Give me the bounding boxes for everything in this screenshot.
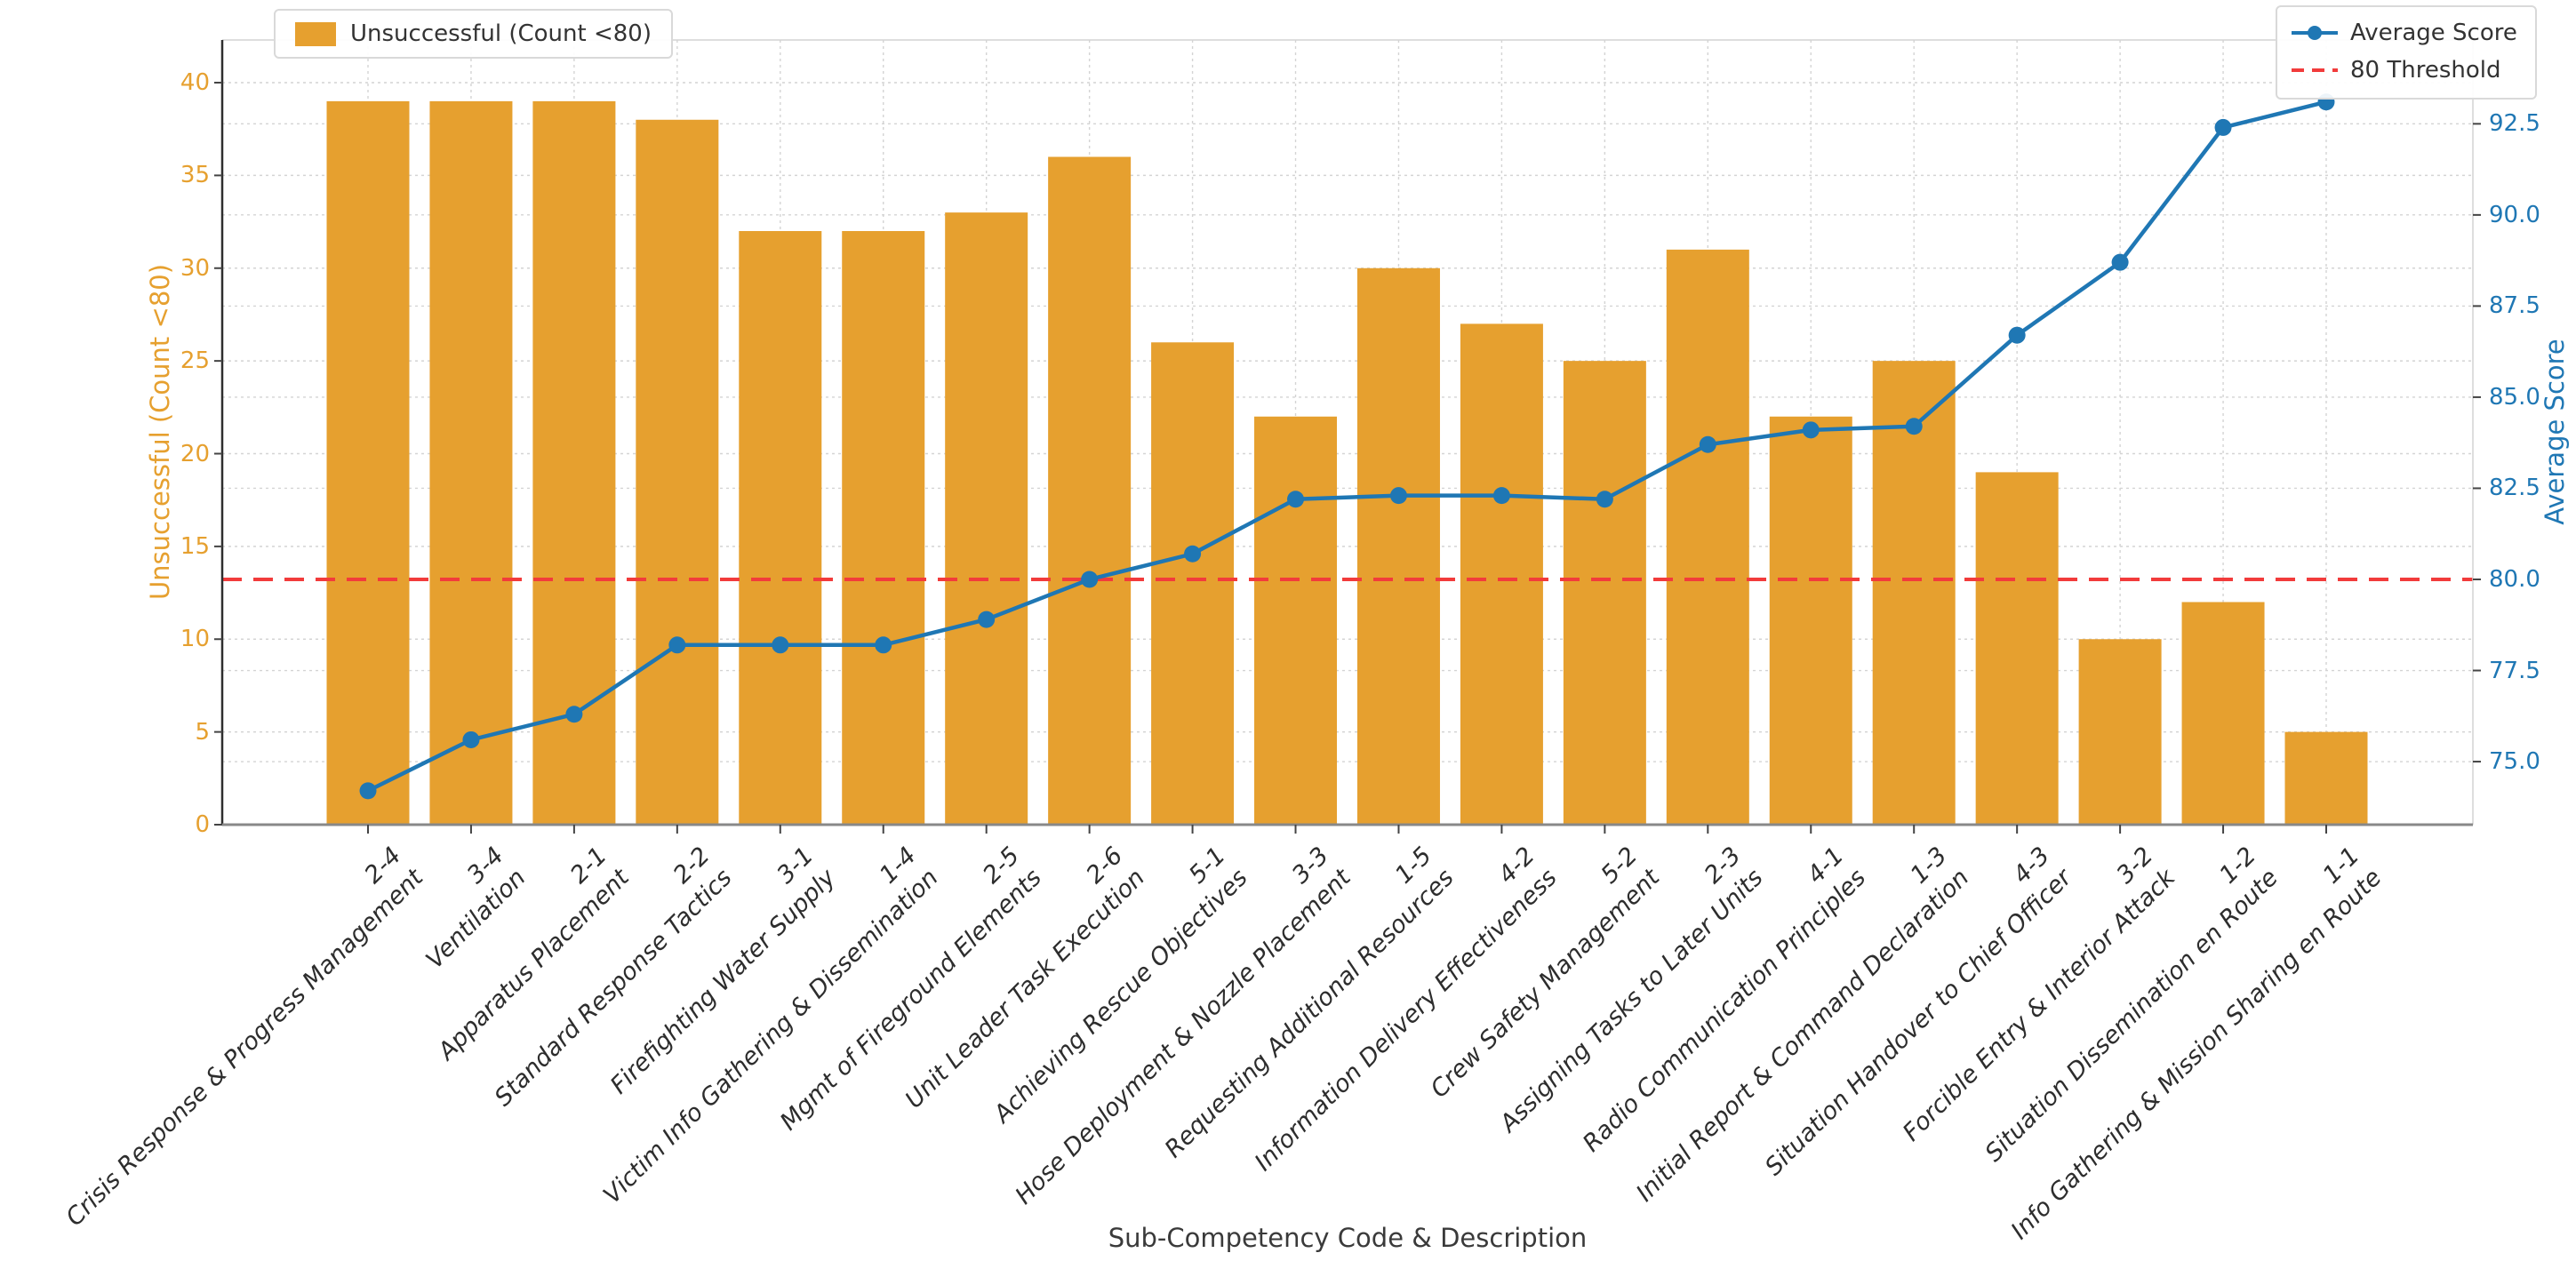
bar-4-2	[1460, 323, 1543, 826]
left-tick-label-40: 40	[180, 69, 210, 96]
legend-bars-label: Unsuccessful (Count <80)	[350, 20, 652, 47]
legend-threshold-label: 80 Threshold	[2350, 57, 2501, 84]
line-marker-4-1	[1802, 421, 1820, 439]
average-score-line	[367, 100, 2327, 793]
left-tick-label-25: 25	[180, 347, 210, 375]
legend-bars: Unsuccessful (Count <80)	[274, 9, 673, 59]
right-tick-label-77.5: 77.5	[2489, 657, 2540, 684]
line-marker-swatch	[2292, 26, 2338, 40]
left-tick-label-20: 20	[180, 440, 210, 467]
bar-3-4	[429, 100, 513, 825]
line-marker-1-4	[875, 636, 892, 654]
left-tick-label-15: 15	[180, 532, 210, 560]
left-tick-label-10: 10	[180, 626, 210, 653]
line-marker-3-4	[462, 730, 480, 748]
line-marker-2-6	[1081, 571, 1099, 588]
right-tick-label-85.0: 85.0	[2489, 383, 2540, 411]
line-marker-5-2	[1596, 491, 1613, 508]
legend-line: Average Score 80 Threshold	[2276, 5, 2537, 100]
bar-2-2	[636, 119, 719, 825]
line-marker-3-3	[1287, 491, 1305, 508]
bar-2-1	[532, 100, 616, 825]
bar-4-3	[1975, 472, 2059, 825]
left-tick-label-30: 30	[180, 254, 210, 282]
x-axis-title: Sub-Competency Code & Description	[1108, 1223, 1588, 1253]
line-marker-2-5	[978, 611, 996, 628]
legend-row-threshold: 80 Threshold	[2292, 52, 2517, 89]
right-tick-label-82.5: 82.5	[2489, 475, 2540, 502]
legend-line-label: Average Score	[2350, 20, 2517, 46]
bar-1-2	[2181, 602, 2265, 825]
bar-4-1	[1769, 416, 1852, 825]
line-marker-5-1	[1184, 545, 1202, 563]
bar-5-1	[1151, 342, 1235, 825]
line-marker-3-2	[2111, 253, 2129, 271]
threshold-dash-swatch	[2292, 66, 2338, 75]
left-tick-label-5: 5	[195, 718, 210, 746]
bar-2-5	[945, 212, 1028, 825]
line-marker-3-1	[772, 636, 789, 654]
left-axis-title: Unsuccessful (Count <80)	[145, 263, 175, 601]
line-marker-1-5	[1389, 487, 1407, 505]
legend-row-average-score: Average Score	[2292, 14, 2517, 52]
line-marker-2-2	[668, 636, 686, 654]
bar-3-2	[2078, 639, 2162, 825]
bar-1-1	[2284, 731, 2368, 825]
bar-color-swatch	[295, 21, 336, 46]
bar-1-4	[842, 231, 925, 825]
right-tick-label-87.5: 87.5	[2489, 292, 2540, 320]
bar-3-1	[739, 231, 822, 825]
line-marker-4-3	[2008, 326, 2026, 344]
line-marker-1-3	[1905, 418, 1923, 435]
left-tick-label-35: 35	[180, 162, 210, 189]
bar-5-2	[1563, 361, 1646, 825]
right-axis-title: Average Score	[2540, 339, 2570, 525]
right-tick-label-75.0: 75.0	[2489, 748, 2540, 776]
bar-1-3	[1872, 361, 1956, 825]
line-marker-1-2	[2214, 118, 2232, 136]
line-marker-2-3	[1699, 435, 1716, 453]
bar-2-3	[1666, 249, 1749, 825]
right-tick-label-90.0: 90.0	[2489, 201, 2540, 228]
bar-2-6	[1048, 156, 1132, 826]
line-marker-2-1	[565, 706, 583, 723]
right-tick-label-92.5: 92.5	[2489, 110, 2540, 138]
bar-3-3	[1254, 416, 1338, 825]
bar-1-5	[1356, 267, 1440, 825]
bar-2-4	[326, 100, 410, 825]
line-marker-2-4	[359, 782, 377, 800]
right-tick-label-80.0: 80.0	[2489, 565, 2540, 593]
left-tick-label-0: 0	[195, 811, 210, 838]
line-marker-4-2	[1492, 487, 1510, 505]
